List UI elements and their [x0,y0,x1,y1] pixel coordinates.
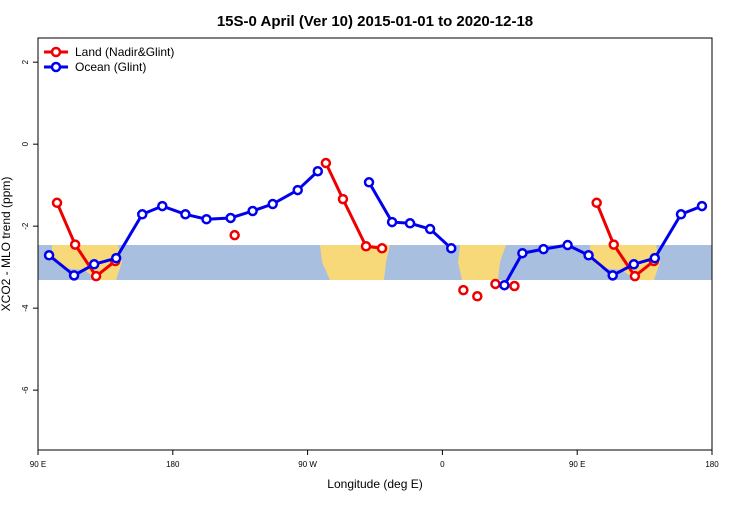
y-tick-label: -4 [21,304,30,312]
data-point [583,250,594,261]
data-point [247,205,258,217]
map-strip [38,245,712,280]
data-point [538,243,549,255]
data-point [376,243,388,254]
data-point [675,209,687,220]
data-point [499,279,510,291]
data-point [591,197,602,209]
legend-label: Ocean (Glint) [75,60,146,74]
data-point [490,278,501,290]
data-point [320,157,332,169]
x-tick-label: 90 W [298,460,317,469]
y-tick-label: 0 [21,141,30,146]
data-point [360,241,372,252]
data-point [110,252,122,264]
x-tick-label: 180 [166,460,180,469]
x-tick-label: 0 [440,460,445,469]
data-point [562,239,573,251]
x-tick-label: 90 E [569,460,585,469]
data-point [292,184,303,196]
legend-marker [50,61,62,73]
data-point [43,250,55,261]
y-tick-label: -2 [21,222,30,230]
data-point [69,239,81,250]
data-point [51,197,63,209]
legend-label: Land (Nadir&Glint) [75,45,174,59]
data-point [157,200,168,212]
data-point [229,229,240,241]
legend-marker [50,46,62,58]
data-point [424,223,436,235]
data-point [312,165,324,177]
data-point [225,212,236,224]
data-point [201,213,212,225]
series-line [324,162,383,250]
data-point [458,284,469,296]
data-point [472,291,483,302]
y-axis-label: XCO2 - MLO trend (ppm) [0,177,13,312]
data-point [649,252,661,264]
series-line [595,202,655,279]
data-point [404,218,416,229]
x-tick-label: 90 E [30,460,46,469]
data-point [629,270,641,282]
chart-title: 15S-0 April (Ver 10) 2015-01-01 to 2020-… [217,13,533,30]
data-point [608,239,619,250]
series-line [55,202,117,279]
x-tick-label: 180 [705,460,719,469]
data-point [386,216,398,228]
y-tick-label: 2 [21,59,30,64]
data-point [136,209,148,220]
plot-frame [37,37,713,451]
data-point [517,247,528,259]
series-line [503,204,703,286]
data-point [696,200,708,212]
y-tick-label: -6 [21,386,30,394]
data-point [180,209,191,220]
data-point [509,280,520,292]
data-point [90,270,102,282]
data-point [337,193,349,205]
x-axis-label: Longitude (deg E) [327,477,422,491]
series-line [367,181,453,250]
data-point [445,243,457,254]
data-point [68,270,80,281]
data-point [267,198,278,210]
data-point [628,259,640,270]
data-point [607,270,618,281]
data-point [363,177,375,188]
data-point [88,259,100,270]
